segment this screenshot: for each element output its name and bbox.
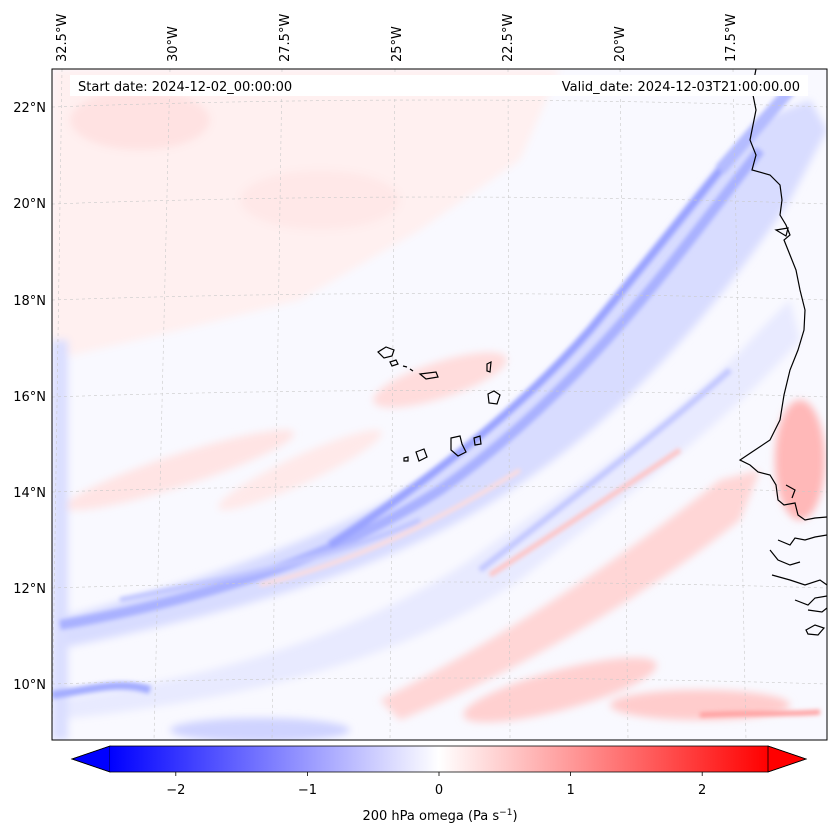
gridlines	[52, 69, 827, 740]
lat-label: 10°N	[13, 678, 46, 693]
lon-label: 32.5°W	[55, 14, 70, 62]
positive-omega-patch	[218, 429, 382, 511]
longitude-labels: 32.5°W 30°W 27.5°W 25°W 22.5°W 20°W 17.5…	[55, 14, 739, 62]
lon-label: 30°W	[166, 26, 181, 62]
valid-date-label: Valid_date: 2024-12-03T21:00:00.00	[562, 80, 800, 95]
island	[415, 448, 428, 462]
island	[389, 359, 399, 367]
negative-omega-streak	[327, 167, 724, 549]
date-header-background	[70, 75, 808, 96]
colorbar-gradient	[110, 746, 768, 772]
negative-omega-patch	[170, 718, 350, 740]
lat-label: 14°N	[13, 486, 46, 501]
island	[450, 435, 467, 457]
map-panel	[52, 69, 827, 740]
lon-label: 17.5°W	[724, 14, 739, 62]
latitude-labels: 22°N 20°N 18°N 16°N 14°N 12°N 10°N	[13, 101, 46, 693]
colorbar-tick-label: −2	[166, 783, 185, 798]
colorbar-label-close: )	[512, 809, 517, 824]
island	[473, 435, 482, 446]
lat-label: 16°N	[13, 390, 46, 405]
cape-verde-islands	[377, 346, 501, 462]
island	[377, 346, 395, 359]
colorbar-label: 200 hPa omega (Pa s−1)	[362, 808, 517, 824]
colorbar-tick-label: 2	[698, 783, 706, 798]
island	[486, 360, 492, 373]
negative-omega-streak	[478, 367, 732, 573]
lon-label: 25°W	[390, 26, 405, 62]
colorbar-tick-label: 1	[566, 783, 574, 798]
positive-omega-patch	[65, 429, 295, 511]
positive-omega-streak	[488, 447, 682, 578]
lon-label: 22.5°W	[501, 14, 516, 62]
positive-omega-patch	[240, 170, 400, 230]
island	[487, 390, 501, 405]
colorbar-label-exponent: −1	[499, 808, 512, 818]
lon-label: 27.5°W	[278, 14, 293, 62]
island	[418, 371, 439, 380]
negative-omega-streak	[59, 146, 764, 630]
west-africa-coastline	[738, 69, 827, 636]
island	[402, 365, 408, 368]
island	[409, 368, 414, 372]
negative-omega-edge	[52, 340, 68, 740]
negative-omega-streak	[52, 681, 152, 699]
positive-omega-band	[380, 470, 760, 720]
lat-label: 12°N	[13, 582, 46, 597]
colorbar-label-main: 200 hPa omega (Pa s	[362, 809, 499, 824]
omega-field	[52, 69, 827, 740]
positive-omega-patch	[373, 352, 507, 408]
negative-omega-streak	[119, 517, 422, 603]
positive-omega-streak	[699, 709, 821, 718]
colorbar: −2 −1 0 1 2 200 hPa omega (Pa s−1)	[70, 745, 808, 824]
positive-omega-streak	[259, 468, 522, 587]
colorbar-extend-max	[767, 745, 808, 773]
colorbar-outline	[70, 745, 808, 773]
island	[403, 456, 409, 462]
positive-omega-patch	[463, 657, 657, 723]
start-date-label: Start date: 2024-12-02_00:00:00	[78, 80, 292, 95]
positive-omega-patch	[70, 90, 210, 150]
colorbar-tick-label: 0	[435, 783, 443, 798]
lat-label: 18°N	[13, 294, 46, 309]
positive-omega-patch	[775, 400, 825, 520]
colorbar-extend-min	[70, 745, 111, 773]
negative-omega-belt	[52, 100, 827, 650]
lat-label: 22°N	[13, 101, 46, 116]
lon-label: 20°W	[613, 26, 628, 62]
colorbar-ticks: −2 −1 0 1 2	[166, 772, 706, 798]
map-frame	[51, 68, 828, 741]
lat-label: 20°N	[13, 197, 46, 212]
colorbar-tick-label: −1	[298, 783, 317, 798]
negative-omega-streak	[715, 86, 795, 174]
